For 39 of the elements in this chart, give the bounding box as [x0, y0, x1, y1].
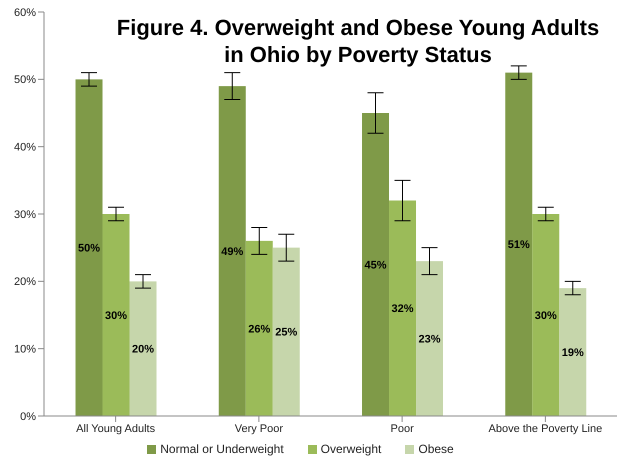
bar	[362, 113, 390, 416]
x-tick-label: Poor	[390, 422, 414, 435]
data-label: 20%	[132, 344, 154, 356]
data-label: 19%	[562, 346, 584, 359]
x-tick-label: Very Poor	[234, 422, 284, 435]
y-tick-label: 30%	[14, 208, 36, 221]
bar	[102, 214, 130, 416]
y-tick-label: 0%	[20, 410, 36, 423]
data-label: 30%	[534, 310, 557, 322]
x-tick-label: All Young Adults	[76, 422, 156, 435]
bar	[389, 200, 416, 416]
bar	[218, 86, 246, 416]
y-tick-label: 50%	[14, 74, 36, 86]
bar	[246, 240, 273, 416]
y-tick-label: 60%	[14, 6, 36, 19]
bar	[416, 261, 444, 416]
bar	[272, 248, 300, 416]
data-label: 26%	[248, 323, 270, 336]
data-label: 32%	[392, 303, 414, 316]
bar	[559, 288, 586, 416]
data-label: 45%	[364, 259, 387, 272]
data-label: 23%	[418, 333, 441, 346]
legend-label: Overweight	[320, 442, 382, 456]
data-label: 51%	[508, 239, 530, 252]
y-tick-label: 20%	[14, 276, 36, 288]
legend-label: Obese	[418, 442, 454, 456]
bar	[130, 281, 157, 416]
data-label: 30%	[105, 310, 128, 322]
data-label: 25%	[275, 326, 298, 339]
y-tick-label: 40%	[14, 142, 36, 154]
y-tick-label: 10%	[14, 344, 36, 356]
text: Figure 4. Overweight and Obese Young Adults in Ohio by Poverty Status	[116, 14, 600, 68]
legend-label: Normal or Underweight	[160, 442, 284, 456]
data-label: 50%	[78, 242, 100, 255]
x-tick-label: Above the Poverty Line	[488, 422, 602, 435]
bar	[505, 72, 532, 416]
data-label: 49%	[221, 246, 244, 258]
bar	[76, 79, 103, 416]
bar	[532, 214, 560, 416]
